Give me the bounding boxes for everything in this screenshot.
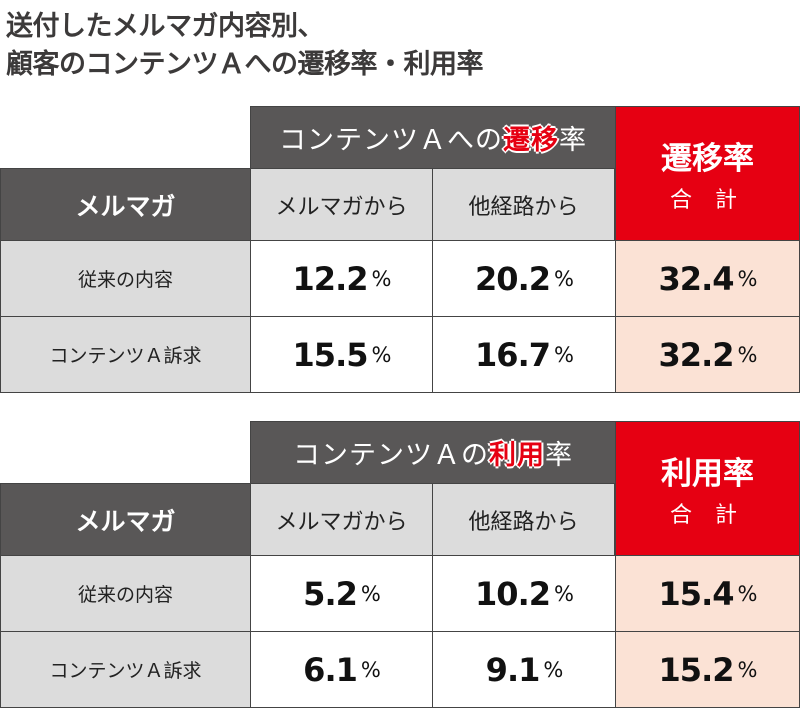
value-cell: 15.2% (615, 631, 800, 708)
percent-unit: % (737, 657, 757, 682)
group-header-highlight: 遷移 (503, 125, 559, 156)
percent-unit: % (371, 342, 391, 367)
column-header-label: メルマガから (275, 509, 408, 535)
title-line-1: 送付したメルマガ内容別、 (6, 11, 325, 42)
value: 12.2 (292, 259, 369, 298)
percent-unit: % (543, 657, 563, 682)
value: 20.2 (475, 259, 551, 298)
percent-unit: % (371, 266, 391, 291)
value-cell: 9.1% (432, 631, 616, 708)
total-header: 利用率合 計 (615, 421, 800, 556)
value: 6.1 (303, 650, 358, 689)
percent-unit: % (360, 581, 381, 606)
percent-unit: % (553, 266, 574, 291)
total-sub: 合 計 (670, 503, 745, 528)
total-title: 遷移率 (661, 141, 754, 177)
row-label: 従来の内容 (0, 240, 251, 317)
column-header: メルマガから (250, 483, 433, 556)
row-label-text: コンテンツＡ訴求 (49, 660, 202, 682)
row-label: 従来の内容 (0, 555, 251, 632)
group-header-highlight: 利用 (489, 440, 545, 471)
row-header-label: メルマガ (75, 191, 176, 221)
value-cell: 6.1% (250, 631, 433, 708)
total-sub: 合 計 (670, 188, 745, 213)
value: 5.2 (303, 574, 358, 613)
value-cell: 12.2% (250, 240, 433, 317)
title-line-2: 顧客のコンテンツＡへの遷移率・利用率 (6, 49, 484, 80)
row-label: コンテンツＡ訴求 (0, 631, 251, 708)
group-header-prefix: コンテンツＡへの (279, 125, 503, 156)
row-label-text: コンテンツＡ訴求 (49, 345, 202, 367)
percent-unit: % (737, 581, 757, 606)
column-header-label: メルマガから (275, 194, 408, 220)
column-header: メルマガから (250, 168, 433, 241)
percent-unit: % (553, 342, 574, 367)
value: 9.1 (485, 650, 541, 689)
column-header-label: 他経路から (468, 194, 579, 220)
column-header: 他経路から (432, 168, 615, 241)
value-cell: 5.2% (250, 555, 433, 632)
group-header: コンテンツＡの 利用率 (250, 421, 616, 484)
percent-unit: % (553, 581, 574, 606)
total-title: 利用率 (661, 456, 754, 492)
column-header-label: 他経路から (468, 509, 579, 535)
row-label-text: 従来の内容 (77, 269, 173, 291)
page-title: 送付したメルマガ内容別、 顧客のコンテンツＡへの遷移率・利用率 (6, 8, 484, 84)
value-cell: 20.2% (432, 240, 616, 317)
group-header-suffix: 率 (559, 125, 587, 156)
value-cell: 16.7% (432, 316, 616, 393)
row-header: メルマガ (0, 483, 251, 556)
percent-unit: % (360, 657, 381, 682)
value: 15.2 (658, 650, 735, 689)
row-header-label: メルマガ (75, 506, 176, 536)
group-header: コンテンツＡへの 遷移率 (250, 106, 616, 169)
percent-unit: % (737, 266, 757, 291)
value: 32.2 (658, 335, 735, 374)
row-label: コンテンツＡ訴求 (0, 316, 251, 393)
value: 10.2 (475, 574, 551, 613)
value-cell: 15.4% (615, 555, 800, 632)
row-label-text: 従来の内容 (77, 584, 173, 606)
value: 16.7 (475, 335, 551, 374)
group-header-suffix: 率 (545, 440, 573, 471)
column-header: 他経路から (432, 483, 615, 556)
value-cell: 15.5% (250, 316, 433, 393)
group-header-prefix: コンテンツＡの (293, 440, 489, 471)
total-header: 遷移率合 計 (615, 106, 800, 241)
value-cell: 10.2% (432, 555, 616, 632)
value-cell: 32.4% (615, 240, 800, 317)
percent-unit: % (737, 342, 757, 367)
value-cell: 32.2% (615, 316, 800, 393)
row-header: メルマガ (0, 168, 251, 241)
value: 32.4 (658, 259, 735, 298)
value: 15.5 (292, 335, 369, 374)
value: 15.4 (658, 574, 735, 613)
